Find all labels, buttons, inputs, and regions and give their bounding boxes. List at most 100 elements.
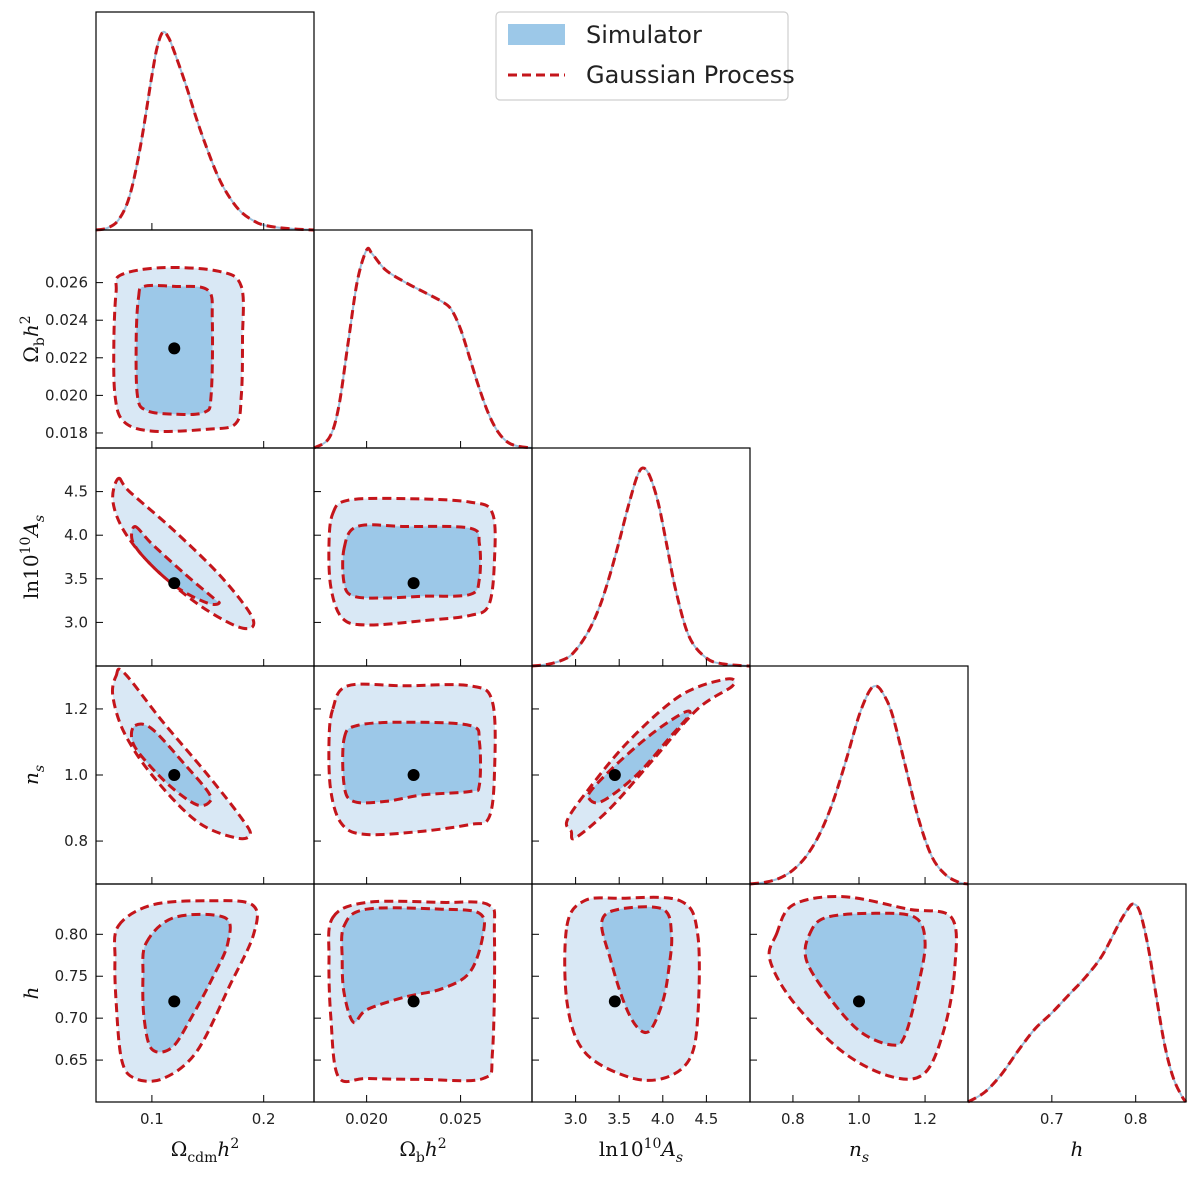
sim-marginal-line	[313, 247, 533, 449]
panel-frame-1-1	[313, 229, 533, 449]
y-tick-label: 0.70	[55, 1009, 88, 1027]
y-tick-label: 3.0	[64, 613, 88, 631]
panel-frame-4-4	[967, 883, 1187, 1103]
legend-label-gp: Gaussian Process	[586, 61, 795, 89]
gp-marginal-line	[967, 902, 1188, 1104]
truth-point	[168, 995, 181, 1008]
x-tick-label: 0.2	[252, 1110, 276, 1128]
panel-frame-2-2	[531, 447, 751, 667]
y-tick-label: 4.0	[64, 526, 88, 544]
sim-68-region	[341, 907, 485, 1023]
truth-point	[168, 577, 181, 590]
truth-point	[608, 769, 621, 781]
contour-panel-omega_cdm_h2-vs-n_s	[110, 667, 252, 841]
sim-marginal-line	[967, 903, 1187, 1103]
y-tick-label: 1.0	[64, 766, 88, 784]
legend-label-simulator: Simulator	[586, 21, 702, 49]
gp-68-contour	[134, 283, 215, 417]
x-tick-label: 0.1	[140, 1110, 164, 1128]
y-tick-label: 0.75	[55, 967, 88, 985]
gp-marginal-line	[313, 246, 533, 450]
truth-point	[168, 769, 181, 781]
contour-panel-omega_cdm_h2-vs-ln10_10_As	[111, 476, 256, 631]
y-tick-label: 4.5	[64, 483, 88, 501]
sim-95-region	[112, 669, 251, 839]
gp-marginal-line	[95, 30, 315, 232]
contour-panel-omega_cdm_h2-vs-omega_b_h2	[112, 265, 245, 433]
y-tick-label: 0.65	[55, 1051, 88, 1069]
x-tick-label: 0.020	[345, 1110, 388, 1128]
panel-frame-2-0	[95, 447, 315, 667]
gp-95-contour	[110, 667, 252, 841]
truth-point	[407, 577, 420, 590]
contour-panel-ln10_10_As-vs-n_s	[564, 677, 737, 841]
gp-95-contour	[327, 496, 497, 627]
panel-frame-3-3	[749, 665, 969, 885]
axis-label-omega_b_h2: Ωbh2	[18, 315, 48, 362]
axis-label-n_s: ns	[849, 1137, 869, 1166]
sim-68-region	[131, 724, 212, 806]
axis-label-omega_b_h2: Ωbh2	[399, 1136, 446, 1166]
x-tick-label: 0.025	[439, 1110, 482, 1128]
gp-95-contour	[111, 476, 256, 631]
gp-68-contour	[130, 525, 221, 606]
y-tick-label: 0.020	[45, 386, 88, 404]
sim-68-region	[142, 914, 231, 1053]
x-tick-label: 0.8	[781, 1110, 805, 1128]
axis-label-h: h	[19, 987, 43, 1000]
axis-label-ln10_10_As: ln1010As	[599, 1136, 683, 1166]
gp-68-contour	[340, 906, 486, 1025]
panels: 0.1 0.2 0.020 0.025 3.0 3.5 4.0 4.5 0.8 1.0 1.2 0.7…	[18, 11, 1188, 1166]
y-tick-label: 0.80	[55, 925, 88, 943]
y-tick-label: 0.026	[45, 274, 88, 292]
gp-95-contour	[112, 265, 245, 433]
axis-label-ln10_10_As: ln1010As	[18, 515, 48, 599]
contour-panel-omega_b_h2-vs-h	[327, 899, 497, 1084]
gp-68-contour	[803, 911, 927, 1047]
axis-label-n_s: ns	[19, 765, 48, 785]
contour-panel-omega_b_h2-vs-n_s	[327, 682, 497, 837]
contour-panel-omega_cdm_h2-vs-h	[113, 899, 259, 1083]
sim-68-region	[805, 913, 926, 1046]
contour-panel-omega_b_h2-vs-ln10_10_As	[327, 496, 497, 627]
gp-95-contour	[327, 682, 497, 837]
x-tick-label: 3.0	[564, 1110, 588, 1128]
axis-label-h: h	[1071, 1137, 1084, 1161]
gp-68-contour	[341, 523, 483, 600]
gp-68-contour	[600, 905, 674, 1035]
gp-68-contour	[586, 709, 692, 805]
x-tick-label: 3.5	[607, 1110, 631, 1128]
sim-68-region	[342, 524, 481, 599]
sim-marginal-line	[531, 466, 751, 667]
gp-95-contour	[564, 677, 737, 841]
x-tick-label: 1.2	[913, 1110, 937, 1128]
gp-68-contour	[141, 912, 232, 1054]
y-tick-label: 0.024	[45, 311, 88, 329]
gp-marginal-line	[749, 684, 969, 886]
marginal-omega_cdm_h2	[95, 30, 315, 232]
gp-68-contour	[341, 720, 483, 805]
x-tick-label: 4.0	[651, 1110, 675, 1128]
legend-box	[495, 11, 789, 101]
truth-point	[407, 995, 420, 1008]
gp-marginal-line	[531, 466, 751, 668]
truth-point	[853, 995, 865, 1008]
x-tick-label: 0.7	[1040, 1110, 1064, 1128]
truth-point	[608, 995, 621, 1008]
y-tick-label: 0.022	[45, 349, 88, 367]
axis-label-omega_cdm_h2: Ωcdmh2	[171, 1136, 239, 1166]
gp-95-contour	[327, 899, 497, 1084]
marginal-ln10_10_As	[531, 466, 751, 668]
marginal-n_s	[749, 684, 969, 886]
sim-68-region	[342, 722, 481, 803]
truth-point	[168, 342, 181, 355]
y-tick-label: 1.2	[64, 700, 88, 718]
gp-68-contour	[129, 722, 213, 808]
gp-95-contour	[563, 895, 701, 1082]
sim-68-region	[588, 711, 691, 803]
marginal-omega_b_h2	[313, 246, 533, 450]
y-tick-label: 3.5	[64, 570, 88, 588]
sim-95-region	[112, 478, 254, 629]
marginal-h	[967, 902, 1188, 1104]
